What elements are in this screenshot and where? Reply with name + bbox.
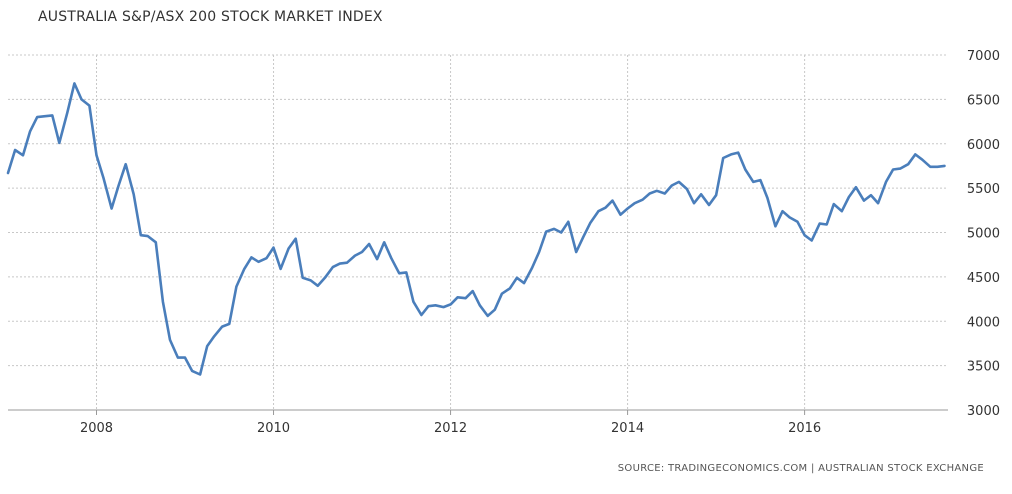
tick-labels: 3000 3500 4000 4500 5000 5500 6000 6500 7000 2008…: [80, 49, 1000, 436]
x-tick-label: 2010: [257, 421, 290, 436]
y-tick-label: 7000: [967, 49, 1000, 64]
y-tick-label: 4000: [967, 315, 1000, 330]
x-tick-label: 2016: [788, 421, 821, 436]
grid: [8, 54, 948, 411]
x-tick-label: 2014: [611, 421, 644, 436]
chart-title: AUSTRALIA S&P/ASX 200 STOCK MARKET INDEX: [38, 9, 383, 25]
axis-lines: [8, 409, 948, 415]
y-tick-label: 4500: [967, 271, 1000, 286]
y-tick-label: 6500: [967, 93, 1000, 108]
y-tick-label: 5500: [967, 182, 1000, 197]
source-attribution: SOURCE: TRADINGECONOMICS.COM | AUSTRALIA…: [617, 463, 984, 474]
x-tick-label: 2008: [80, 421, 113, 436]
y-tick-label: 6000: [967, 138, 1000, 153]
y-tick-label: 5000: [967, 227, 1000, 242]
y-tick-label: 3000: [967, 404, 1000, 419]
series-layer: [6, 82, 946, 376]
x-tick-label: 2012: [434, 421, 467, 436]
y-tick-label: 3500: [967, 360, 1000, 375]
series-line: [6, 82, 946, 376]
